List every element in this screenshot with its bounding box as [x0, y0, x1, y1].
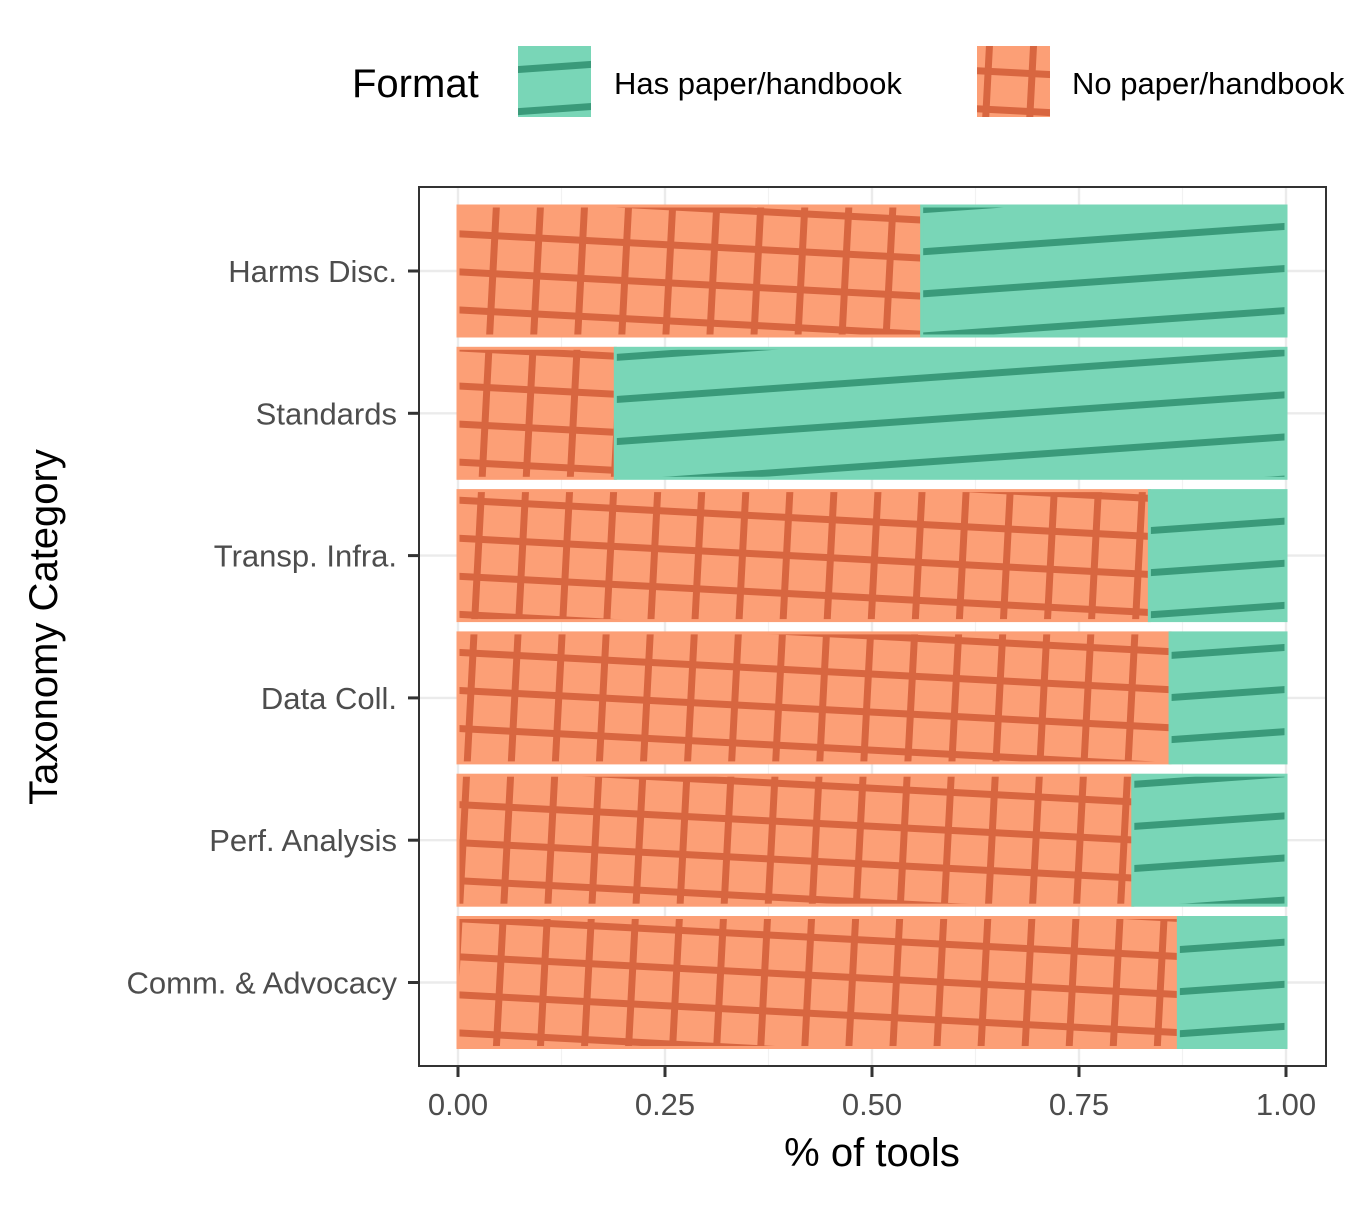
bar-segment-no-paper — [456, 204, 924, 338]
bar-segment-has-paper — [1131, 773, 1288, 907]
bar-segment-no-paper — [456, 489, 1151, 623]
bar-segment-has-paper — [1176, 916, 1288, 1049]
legend-key-has-paper — [518, 46, 591, 117]
legend-label-has-paper: Has paper/handbook — [614, 66, 902, 101]
bar-segment-no-paper — [456, 346, 617, 480]
y-tick-label: Harms Disc. — [228, 254, 397, 289]
legend: Format Has paper/handbook No paper/handb… — [352, 46, 1345, 117]
x-tick-label: 0.75 — [1049, 1087, 1109, 1122]
legend-label-no-paper: No paper/handbook — [1072, 66, 1345, 101]
y-tick-label: Perf. Analysis — [209, 823, 397, 858]
y-tick-label: Comm. & Advocacy — [127, 966, 398, 1001]
bar-segment-no-paper — [456, 773, 1135, 907]
bar-segment-has-paper — [920, 204, 1288, 338]
x-tick-label: 0.00 — [428, 1087, 488, 1122]
y-tick-label: Data Coll. — [261, 681, 397, 716]
y-tick-label: Transp. Infra. — [214, 539, 397, 574]
bar-segment-has-paper — [1168, 631, 1288, 765]
x-tick-label: 0.25 — [635, 1087, 695, 1122]
x-axis: 0.00 0.25 0.50 0.75 1.00 — [428, 1066, 1316, 1122]
x-axis-title: % of tools — [784, 1131, 960, 1175]
legend-title: Format — [352, 62, 479, 106]
y-tick-label: Standards — [256, 396, 397, 431]
bars — [456, 204, 1288, 1049]
bar-segment-has-paper — [1147, 489, 1288, 623]
bar-segment-no-paper — [456, 631, 1172, 765]
bar-segment-no-paper — [456, 916, 1180, 1049]
x-tick-label: 0.50 — [842, 1087, 902, 1122]
bar-segment-has-paper — [613, 346, 1288, 480]
x-tick-label: 1.00 — [1256, 1087, 1316, 1122]
y-axis: Harms Disc. Standards Transp. Infra. Data C… — [127, 254, 419, 1001]
legend-key-no-paper — [977, 46, 1050, 117]
y-axis-title: Taxonomy Category — [22, 449, 66, 805]
